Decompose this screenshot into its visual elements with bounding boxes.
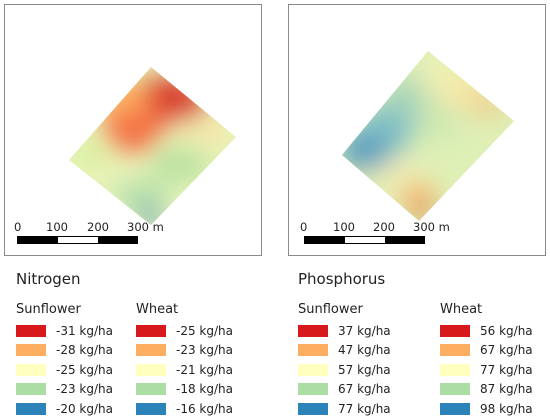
legend-label: -31 kg/ha [56, 323, 113, 338]
legend-item: -25 kg/ha [16, 360, 113, 380]
legend-label: 67 kg/ha [480, 343, 533, 358]
legend-label: -18 kg/ha [176, 382, 233, 397]
phosphorus-sunflower-legend: Sunflower 37 kg/ha 47 kg/ha 57 kg/ha 67 … [298, 302, 391, 419]
legend-swatch [16, 344, 46, 357]
legend-item: -28 kg/ha [16, 341, 113, 361]
nitrogen-scale-tick-100: 100 [46, 220, 68, 234]
legend-heading: Sunflower [16, 302, 81, 317]
phosphorus-scale-bar [304, 236, 425, 244]
legend-label: -21 kg/ha [176, 362, 233, 377]
legend-label: -23 kg/ha [176, 343, 233, 358]
legend-item: 47 kg/ha [298, 341, 391, 361]
legend-item: -23 kg/ha [136, 341, 233, 361]
nitrogen-scale-tick-200: 200 [87, 220, 109, 234]
legend-item: 87 kg/ha [440, 380, 533, 400]
legend-item: -25 kg/ha [136, 321, 233, 341]
legend-swatch [440, 344, 470, 357]
phosphorus-map-frame [288, 4, 546, 256]
legend-swatch [16, 383, 46, 396]
phosphorus-wheat-legend: Wheat 56 kg/ha 67 kg/ha 77 kg/ha 87 kg/h… [440, 302, 533, 419]
nitrogen-map-frame [4, 4, 262, 256]
legend-swatch [440, 402, 470, 415]
legend-swatch [136, 383, 166, 396]
legend-label: 98 kg/ha [480, 401, 533, 416]
phosphorus-scale-tick-0: 0 [300, 220, 308, 234]
legend-item: -16 kg/ha [136, 399, 233, 419]
legend-label: -16 kg/ha [176, 401, 233, 416]
phosphorus-title: Phosphorus [298, 270, 386, 288]
legend-item: -21 kg/ha [136, 360, 233, 380]
legend-label: 67 kg/ha [338, 382, 391, 397]
legend-heading: Sunflower [298, 302, 363, 317]
legend-item: 77 kg/ha [440, 360, 533, 380]
legend-swatch [16, 363, 46, 376]
legend-swatch [136, 402, 166, 415]
legend-swatch [136, 363, 166, 376]
legend-swatch [16, 402, 46, 415]
legend-label: 77 kg/ha [480, 362, 533, 377]
nitrogen-field-map [69, 67, 236, 225]
legend-swatch [440, 363, 470, 376]
legend-label: -23 kg/ha [56, 382, 113, 397]
legend-label: 56 kg/ha [480, 323, 533, 338]
legend-heading: Wheat [440, 302, 483, 317]
phosphorus-scale-tick-200: 200 [373, 220, 395, 234]
legend-item: 57 kg/ha [298, 360, 391, 380]
nitrogen-sunflower-legend: Sunflower -31 kg/ha -28 kg/ha -25 kg/ha … [16, 302, 113, 419]
phosphorus-scale-tick-100: 100 [333, 220, 355, 234]
legend-label: 77 kg/ha [338, 401, 391, 416]
legend-swatch [440, 324, 470, 337]
legend-item: 37 kg/ha [298, 321, 391, 341]
phosphorus-scale-tick-300: 300 m [413, 220, 450, 234]
legend-item: -23 kg/ha [16, 380, 113, 400]
legend-label: -28 kg/ha [56, 343, 113, 358]
legend-heading: Wheat [136, 302, 179, 317]
legend-swatch [298, 324, 328, 337]
legend-item: 98 kg/ha [440, 399, 533, 419]
legend-swatch [298, 383, 328, 396]
legend-label: -25 kg/ha [176, 323, 233, 338]
legend-swatch [440, 383, 470, 396]
legend-swatch [136, 324, 166, 337]
legend-label: 87 kg/ha [480, 382, 533, 397]
legend-swatch [298, 363, 328, 376]
legend-label: 47 kg/ha [338, 343, 391, 358]
legend-label: -25 kg/ha [56, 362, 113, 377]
nitrogen-wheat-legend: Wheat -25 kg/ha -23 kg/ha -21 kg/ha -18 … [136, 302, 233, 419]
legend-label: -20 kg/ha [56, 401, 113, 416]
nitrogen-scale-tick-0: 0 [14, 220, 22, 234]
legend-label: 37 kg/ha [338, 323, 391, 338]
phosphorus-field-map [342, 51, 514, 221]
legend-item: -31 kg/ha [16, 321, 113, 341]
legend-swatch [298, 402, 328, 415]
nitrogen-scale-bar [17, 236, 138, 244]
nitrogen-scale-tick-300: 300 m [127, 220, 164, 234]
legend-item: 67 kg/ha [298, 380, 391, 400]
legend-item: 77 kg/ha [298, 399, 391, 419]
legend-label: 57 kg/ha [338, 362, 391, 377]
legend-item: 56 kg/ha [440, 321, 533, 341]
legend-item: 67 kg/ha [440, 341, 533, 361]
legend-item: -20 kg/ha [16, 399, 113, 419]
legend-swatch [136, 344, 166, 357]
legend-swatch [298, 344, 328, 357]
nitrogen-title: Nitrogen [16, 270, 81, 288]
legend-swatch [16, 324, 46, 337]
legend-item: -18 kg/ha [136, 380, 233, 400]
